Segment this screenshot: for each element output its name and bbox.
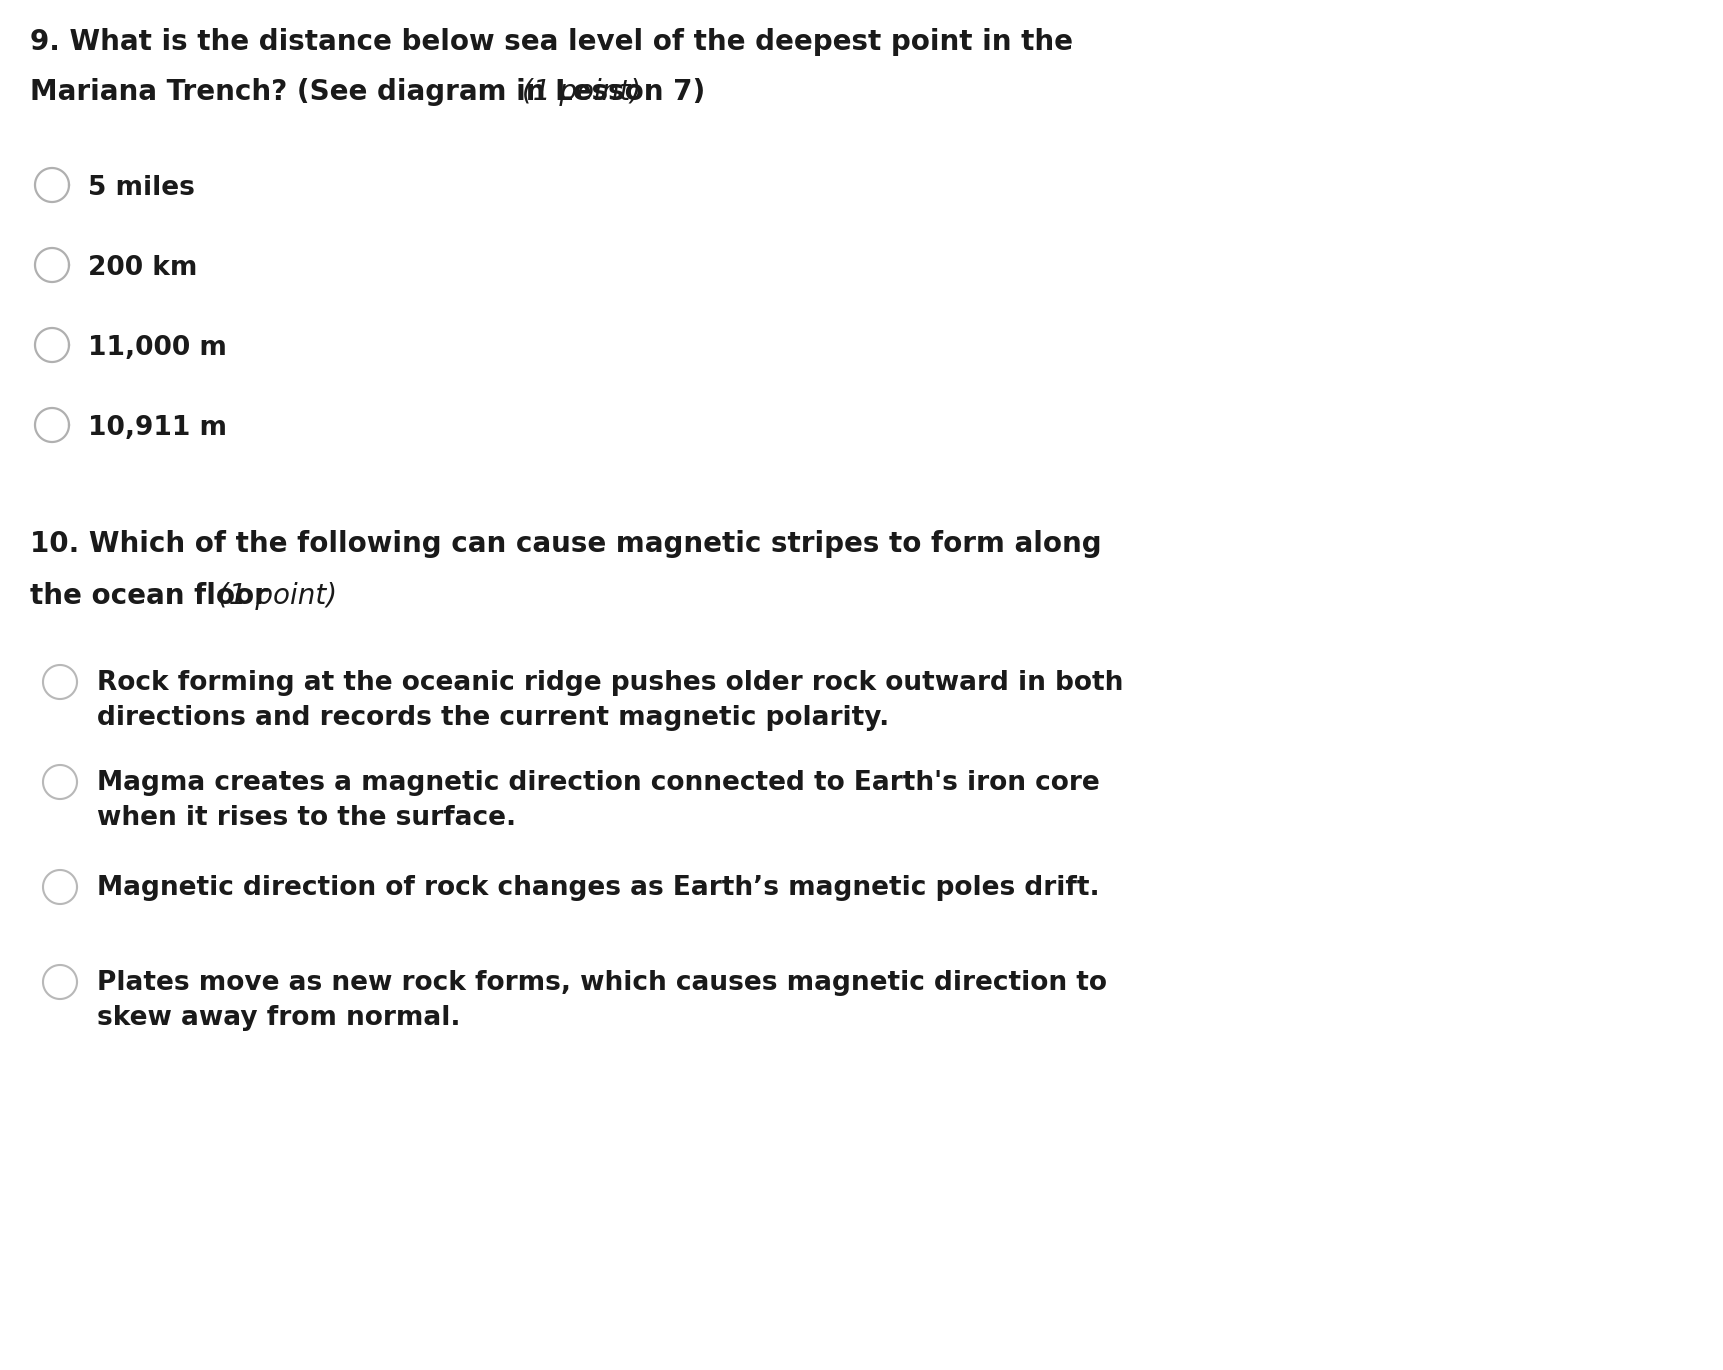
Text: Magnetic direction of rock changes as Earth’s magnetic poles drift.: Magnetic direction of rock changes as Ea… xyxy=(96,875,1099,901)
Text: (1 point): (1 point) xyxy=(219,582,338,610)
Text: (1 point): (1 point) xyxy=(522,78,641,105)
Text: the ocean floor: the ocean floor xyxy=(29,582,288,610)
Text: 9. What is the distance below sea level of the deepest point in the: 9. What is the distance below sea level … xyxy=(29,27,1073,56)
Text: 200 km: 200 km xyxy=(88,255,198,281)
Text: Mariana Trench? (See diagram in Lesson 7): Mariana Trench? (See diagram in Lesson 7… xyxy=(29,78,724,105)
Text: Rock forming at the oceanic ridge pushes older rock outward in both
directions a: Rock forming at the oceanic ridge pushes… xyxy=(96,670,1123,732)
Text: Plates move as new rock forms, which causes magnetic direction to
skew away from: Plates move as new rock forms, which cau… xyxy=(96,970,1106,1032)
Text: 10. Which of the following can cause magnetic stripes to form along: 10. Which of the following can cause mag… xyxy=(29,530,1101,558)
Text: 10,911 m: 10,911 m xyxy=(88,415,227,441)
Text: 5 miles: 5 miles xyxy=(88,175,195,201)
Text: 11,000 m: 11,000 m xyxy=(88,336,227,362)
Text: Magma creates a magnetic direction connected to Earth's iron core
when it rises : Magma creates a magnetic direction conne… xyxy=(96,770,1099,832)
